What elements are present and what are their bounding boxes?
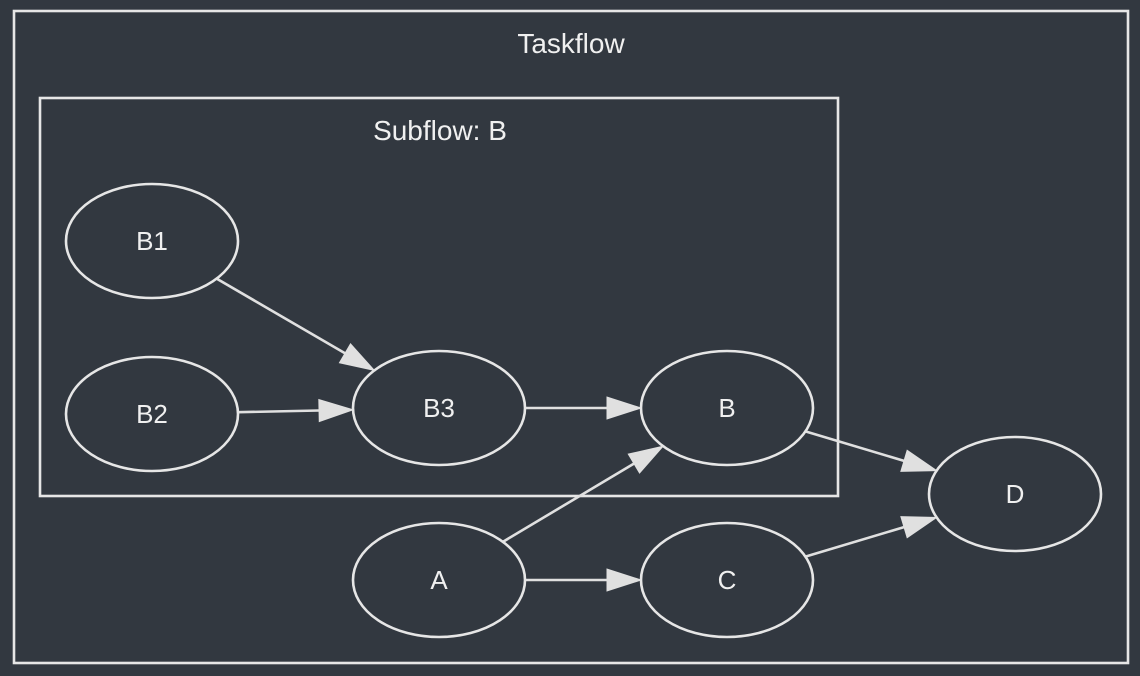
node-a: A — [351, 521, 527, 639]
cluster-subflow-title: Subflow: B — [373, 115, 507, 146]
node-b2-shape — [64, 355, 240, 473]
edge-c-to-d — [805, 525, 905, 558]
cluster-subflow-box — [38, 96, 840, 498]
cluster-subflow: Subflow: B — [38, 96, 840, 498]
edge-a-to-b — [502, 462, 635, 543]
node-c-label: C — [718, 565, 737, 595]
edge-a-to-b-arrowhead — [627, 445, 665, 474]
node-b2: B2 — [64, 355, 240, 473]
cluster-taskflow-box — [12, 9, 1130, 665]
cluster-taskflow: Taskflow — [12, 9, 1130, 665]
edge-b3-to-b-arrowhead — [606, 396, 643, 420]
node-b1-shape — [64, 182, 240, 300]
node-d-shape — [927, 435, 1103, 553]
node-b1-label: B1 — [136, 226, 168, 256]
edge-c-to-d-arrowhead — [900, 516, 939, 539]
node-c: C — [639, 521, 815, 639]
edge-b2-to-b3 — [237, 409, 320, 414]
node-a-label: A — [430, 565, 448, 595]
node-c-shape — [639, 521, 815, 639]
node-b: B — [639, 349, 815, 467]
node-b3-label: B3 — [423, 393, 455, 423]
node-b3: B3 — [351, 349, 527, 467]
node-b3-shape — [351, 349, 527, 467]
node-a-shape — [351, 521, 527, 639]
node-b-shape — [639, 349, 815, 467]
node-b-label: B — [718, 393, 735, 423]
node-d: D — [927, 435, 1103, 553]
node-b1: B1 — [64, 182, 240, 300]
node-d-label: D — [1006, 479, 1025, 509]
edge-b1-to-b3 — [215, 277, 346, 355]
edges — [215, 277, 939, 592]
edge-b-to-d — [805, 430, 905, 463]
edge-a-to-c-arrowhead — [606, 568, 643, 592]
node-b2-label: B2 — [136, 399, 168, 429]
edge-b2-to-b3-arrowhead — [318, 398, 355, 423]
edge-b-to-d-arrowhead — [900, 449, 939, 472]
cluster-taskflow-title: Taskflow — [517, 28, 625, 59]
edge-b1-to-b3-arrowhead — [338, 342, 376, 372]
